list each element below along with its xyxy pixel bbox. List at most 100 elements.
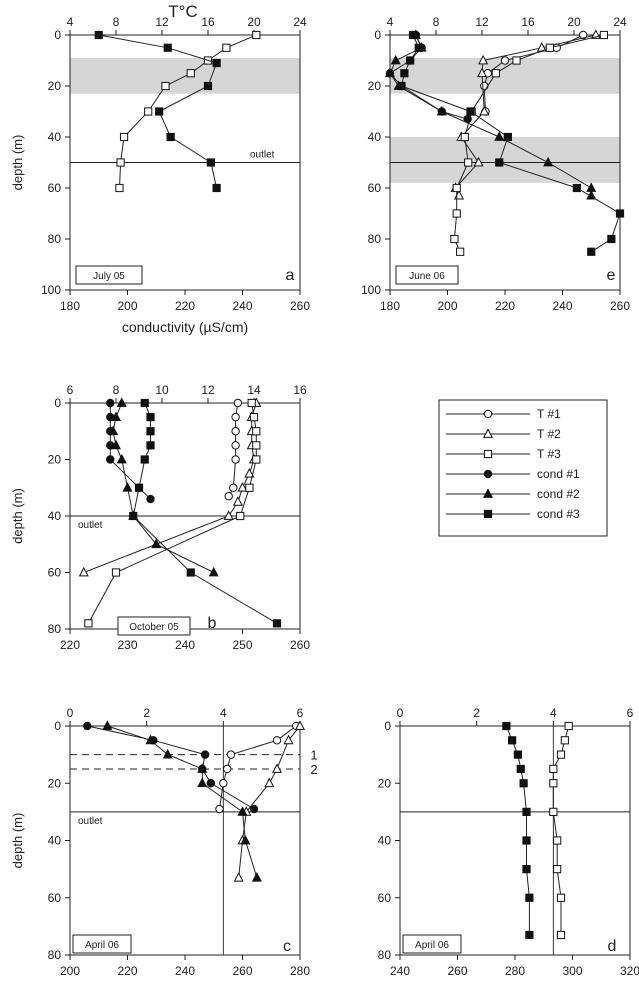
x-tick-label-temp: 24 [293, 15, 307, 29]
x-tick-label-cond: 280 [505, 964, 525, 978]
y-tick-label: 100 [41, 283, 61, 297]
y-axis-label: depth (m) [10, 813, 25, 869]
data-point [201, 751, 208, 758]
data-point [250, 414, 257, 421]
series-cond-3 [95, 31, 220, 191]
x-tick-label-cond: 260 [610, 299, 630, 313]
data-point [207, 159, 214, 166]
data-point [573, 184, 580, 191]
data-point [227, 751, 234, 758]
y-tick-label: 20 [48, 776, 62, 790]
legend-label: cond #3 [537, 507, 580, 521]
x-tick-label-temp: 12 [155, 15, 169, 29]
data-point [565, 722, 572, 729]
x-tick-label-temp: 2 [143, 706, 150, 720]
data-point [234, 497, 242, 505]
x-tick-label-cond: 260 [290, 299, 310, 313]
series-t-2 [234, 721, 304, 881]
data-point [554, 866, 561, 873]
x-tick-label-temp: 8 [433, 15, 440, 29]
data-point [273, 764, 281, 772]
legend-marker [484, 450, 491, 457]
data-point [608, 235, 615, 242]
data-point [103, 721, 111, 729]
data-point [145, 108, 152, 115]
data-point [407, 57, 414, 64]
y-tick-label: 40 [378, 834, 392, 848]
outlet-label: outlet [250, 150, 275, 161]
x-tick-label-temp: 10 [155, 383, 169, 397]
y-tick-label: 80 [368, 232, 382, 246]
data-point [265, 779, 273, 787]
x-tick-label-cond: 280 [290, 964, 310, 978]
legend-box [439, 400, 607, 536]
x-tick-label-temp: 16 [293, 383, 307, 397]
panel-letter: b [208, 615, 217, 632]
x-tick-label-cond: 240 [175, 638, 195, 652]
y-tick-label: 20 [378, 776, 392, 790]
data-point [561, 737, 568, 744]
y-tick-label: 20 [368, 79, 382, 93]
legend-marker [484, 510, 491, 517]
x-tick-label-cond: 250 [232, 638, 252, 652]
y-tick-label: 0 [54, 396, 61, 410]
data-point [164, 750, 172, 758]
data-point [253, 428, 260, 435]
legend-label: T #1 [537, 407, 561, 421]
y-tick-label: 20 [48, 453, 62, 467]
x-tick-label-temp: 20 [247, 15, 261, 29]
data-point [461, 133, 468, 140]
data-point [557, 894, 564, 901]
data-point [523, 808, 530, 815]
data-point [398, 82, 405, 89]
figure: T°C 020406080100180 200 220 240 2604 8 12 16 20 2… [0, 0, 639, 1000]
data-point [147, 428, 154, 435]
data-point [80, 568, 88, 576]
y-tick-label: 60 [48, 891, 62, 905]
data-point [273, 620, 280, 627]
y-tick-label: 40 [48, 834, 62, 848]
x-tick-label-temp: 16 [201, 15, 215, 29]
data-point [223, 44, 230, 51]
y-tick-label: 60 [368, 181, 382, 195]
plot-frame [70, 726, 300, 955]
x-tick-label-temp: 20 [567, 15, 581, 29]
chart-panel-d: 0 20 40 60 80 240 260 280 300 320 0 2 4 6 April 06 d [378, 706, 639, 978]
date-label: April 06 [85, 940, 119, 951]
data-point [526, 931, 533, 938]
x-tick-label-temp: 12 [475, 15, 489, 29]
data-point [234, 873, 242, 881]
data-point [415, 44, 422, 51]
data-point [253, 442, 260, 449]
x-tick-label-temp: 14 [247, 383, 261, 397]
y-tick-label: 100 [361, 283, 381, 297]
data-point [273, 737, 280, 744]
legend-marker [484, 410, 491, 417]
data-point [523, 837, 530, 844]
x-tick-label-temp: 0 [67, 706, 74, 720]
x-tick-label-cond: 220 [175, 299, 195, 313]
data-point [503, 722, 510, 729]
y-tick-label: 80 [48, 232, 62, 246]
data-point [187, 569, 194, 576]
y-tick-label: 40 [368, 130, 382, 144]
data-point [130, 512, 137, 519]
x-tick-label-temp: 6 [297, 706, 304, 720]
data-point [501, 57, 508, 64]
series-cond-2 [103, 721, 261, 881]
legend-marker [484, 470, 491, 477]
data-point [225, 511, 233, 519]
data-point [141, 399, 148, 406]
series-line [133, 403, 277, 623]
x-tick-label-cond: 220 [495, 299, 515, 313]
data-point [220, 780, 227, 787]
data-point [164, 44, 171, 51]
legend-label: T #3 [537, 447, 561, 461]
x-axis-label: conductivity (µS/cm) [122, 319, 248, 335]
data-point [253, 31, 260, 38]
legend: T #1 T #2 T #3 cond #1 cond #2 cond #3 [439, 400, 607, 536]
data-point [514, 751, 521, 758]
data-point [118, 455, 126, 463]
x-tick-label-cond: 200 [60, 964, 80, 978]
data-point [232, 428, 239, 435]
